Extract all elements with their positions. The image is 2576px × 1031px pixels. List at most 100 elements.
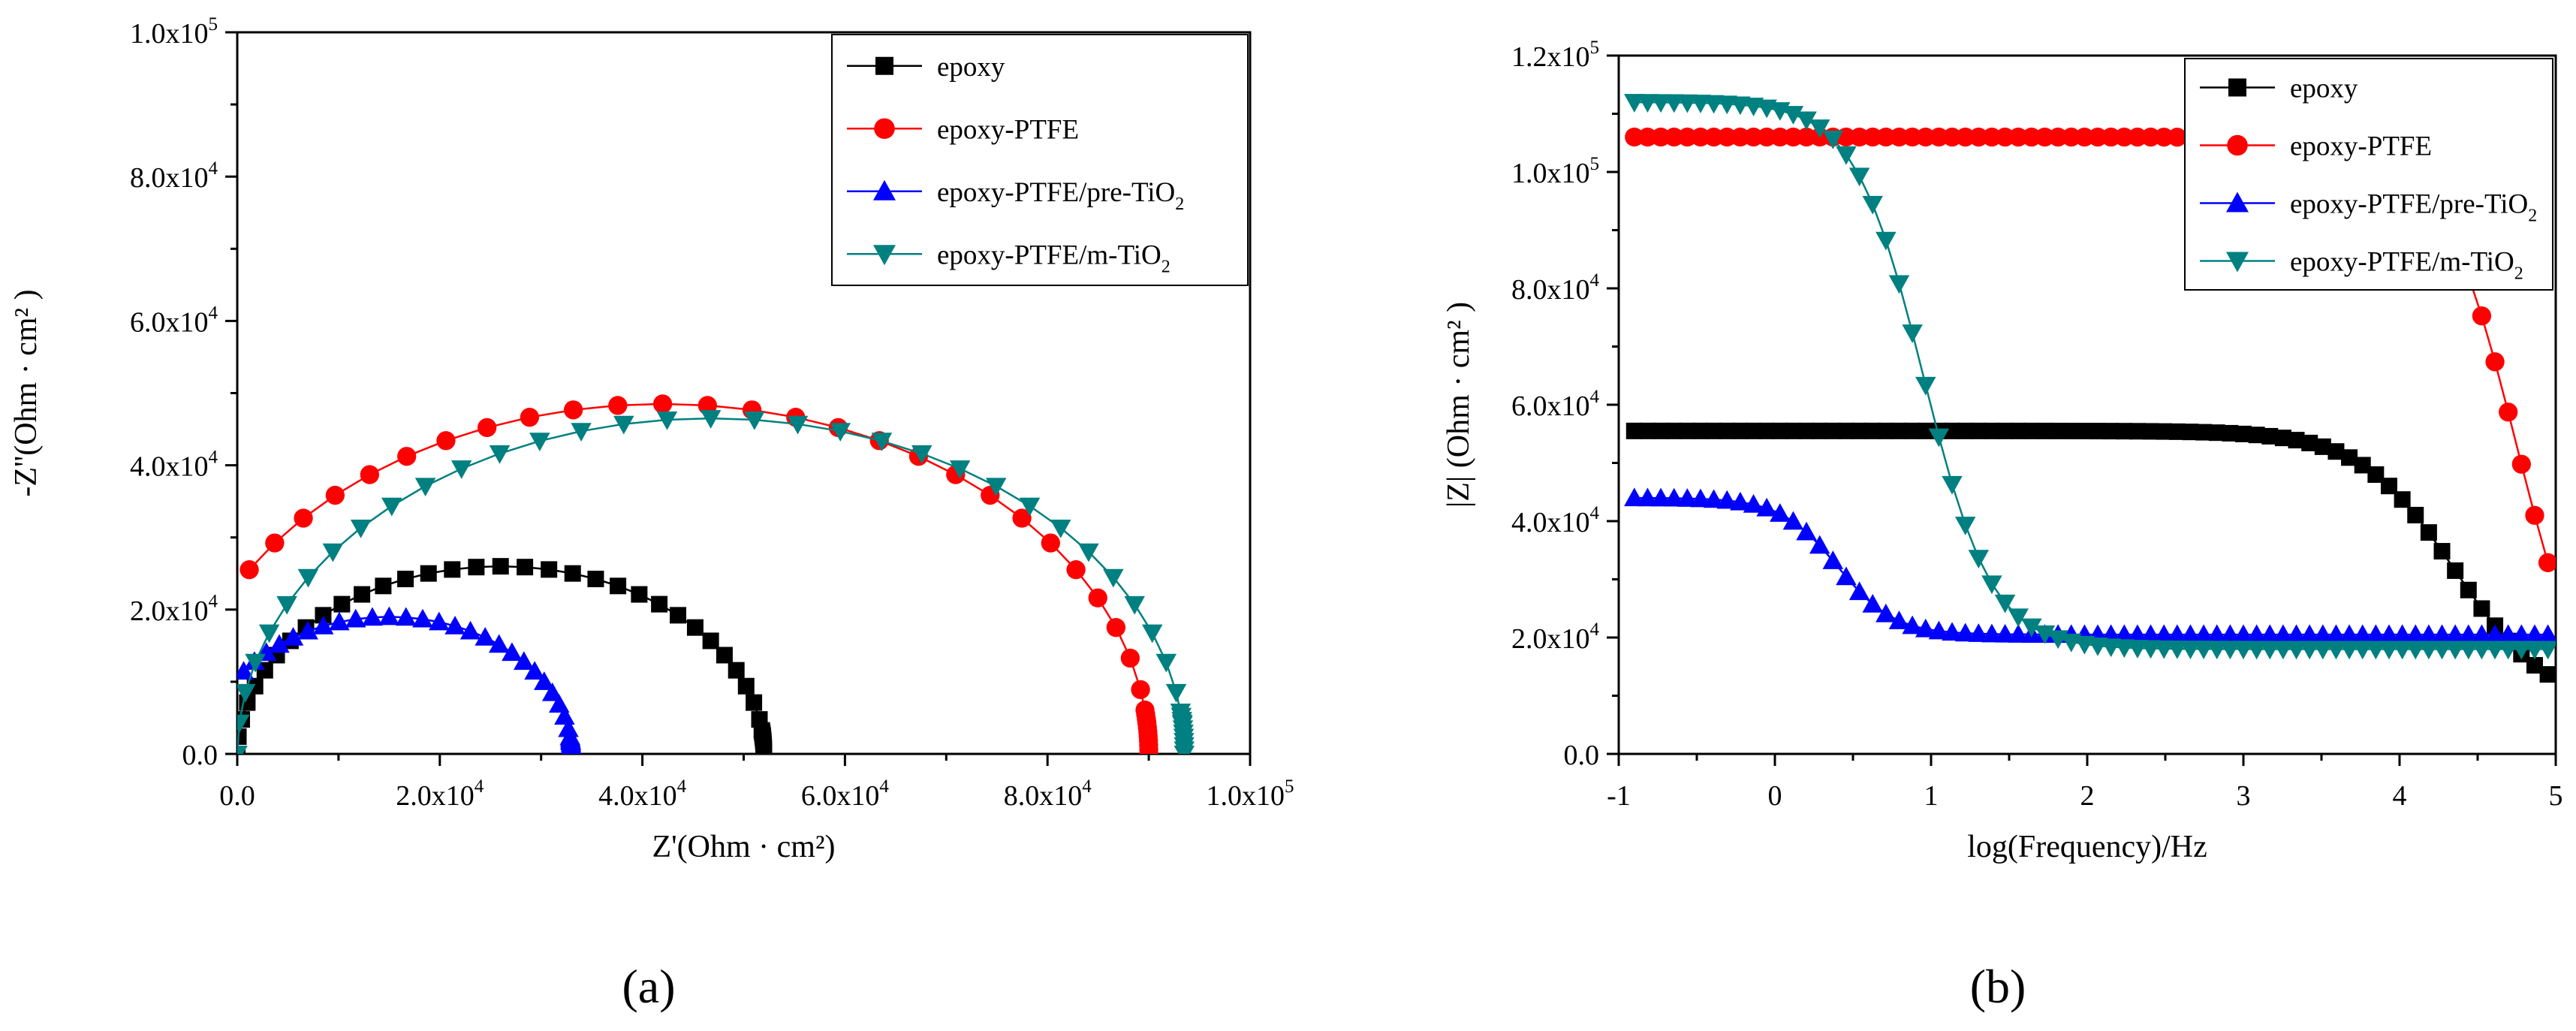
data-point xyxy=(1771,422,1788,439)
data-point xyxy=(362,607,383,626)
axis-ticks: -1 0 1 2 3 4 5 0.0 2.0x104 4.0x104 6.0x104 8.0x104 1… xyxy=(1511,38,2563,812)
data-point xyxy=(375,577,392,595)
y-tick-label: 1.0x105 xyxy=(130,14,218,50)
data-point xyxy=(381,497,402,517)
data-point xyxy=(2499,402,2518,422)
data-point xyxy=(2168,423,2186,440)
data-point xyxy=(1995,127,2015,147)
data-point xyxy=(1876,127,1896,147)
x-tick-label: 4.0x104 xyxy=(598,776,687,812)
data-point xyxy=(1050,519,1071,538)
data-point xyxy=(2472,306,2492,326)
legend-entry: epoxy-PTFE/m-TiO2 xyxy=(847,240,1170,276)
data-point xyxy=(1915,618,1936,638)
data-point xyxy=(354,586,371,603)
data-point xyxy=(1637,127,1658,147)
data-point xyxy=(2180,624,2201,644)
data-point xyxy=(2050,422,2067,439)
data-point xyxy=(2128,127,2147,147)
data-point xyxy=(1876,603,1897,623)
data-point xyxy=(1717,127,1737,147)
data-point xyxy=(1822,550,1844,569)
data-point xyxy=(282,627,304,646)
data-point xyxy=(2036,422,2053,439)
legend-label: epoxy xyxy=(937,52,1005,83)
data-point xyxy=(871,433,893,452)
data-point xyxy=(2394,491,2411,508)
data-point xyxy=(2379,641,2400,660)
data-point xyxy=(1677,488,1698,507)
data-point xyxy=(1665,422,1683,439)
data-point xyxy=(1019,497,1041,517)
data-point xyxy=(2233,624,2254,644)
data-point xyxy=(2156,423,2173,440)
data-point xyxy=(1915,376,1936,396)
data-point xyxy=(1889,127,1909,147)
data-point xyxy=(2142,423,2159,440)
data-point xyxy=(2379,624,2400,644)
legend-marker xyxy=(874,118,895,140)
data-point xyxy=(2261,427,2279,445)
legend-marker xyxy=(2226,191,2249,213)
data-point xyxy=(1996,422,2014,439)
data-point xyxy=(2008,127,2028,147)
data-point xyxy=(1690,488,1711,508)
legend: epoxy epoxy-PTFE epoxy-PTFE/pre-TiO2 epoxy-… xyxy=(2184,58,2553,291)
data-point xyxy=(1624,94,1645,113)
data-point xyxy=(1942,475,1963,495)
data-point xyxy=(737,677,755,695)
data-point xyxy=(541,561,558,578)
x-tick-label: -1 xyxy=(1607,780,1631,812)
data-point xyxy=(1692,422,1709,439)
data-point xyxy=(1757,127,1776,147)
data-point xyxy=(2299,624,2320,644)
data-point xyxy=(1637,487,1659,507)
data-point xyxy=(1796,521,1817,541)
data-point xyxy=(468,559,485,576)
data-point xyxy=(2299,641,2320,660)
data-point xyxy=(1954,517,1976,535)
data-point xyxy=(1916,127,1936,147)
data-point xyxy=(1837,422,1854,439)
y-tick-label: 4.0x104 xyxy=(1511,503,1600,538)
data-point xyxy=(459,620,481,640)
y-tick-label: 0.0 xyxy=(182,740,218,771)
data-point xyxy=(2259,624,2281,644)
data-point xyxy=(258,624,280,644)
data-point xyxy=(2193,624,2214,644)
data-point xyxy=(1968,623,1990,642)
legend-marker xyxy=(2228,78,2246,97)
data-point xyxy=(2127,624,2148,644)
data-point xyxy=(2431,624,2453,644)
data-point xyxy=(2471,624,2493,644)
series-epoxy-ptfe-pre-tio-2 xyxy=(237,606,582,754)
data-point xyxy=(1982,127,2002,147)
data-point xyxy=(1679,422,1696,439)
data-point xyxy=(1650,487,1671,507)
y-tick-label: 2.0x104 xyxy=(130,592,218,627)
legend-label: epoxy-PTFE/pre-TiO2 xyxy=(937,177,1184,214)
data-point xyxy=(2114,624,2135,644)
data-point xyxy=(2010,422,2027,439)
data-point xyxy=(656,411,678,430)
y-tick-label: 2.0x104 xyxy=(1511,620,1600,655)
data-point xyxy=(541,682,563,701)
data-point xyxy=(1957,422,1974,439)
data-point xyxy=(412,608,433,628)
data-point xyxy=(1836,566,1857,586)
data-point xyxy=(1730,491,1751,511)
data-point xyxy=(2022,127,2041,147)
data-point xyxy=(1174,746,1195,754)
data-point xyxy=(2497,641,2519,660)
legend-label: epoxy-PTFE/m-TiO2 xyxy=(2290,247,2523,284)
data-point xyxy=(1078,543,1099,562)
data-point xyxy=(2114,127,2134,147)
data-point xyxy=(787,415,809,435)
data-point xyxy=(2167,641,2188,659)
data-point xyxy=(524,661,545,680)
data-point xyxy=(2352,624,2373,644)
x-tick-label: 3 xyxy=(2237,780,2251,812)
data-point xyxy=(1836,146,1857,165)
data-point xyxy=(237,661,255,680)
data-point xyxy=(1743,494,1764,513)
